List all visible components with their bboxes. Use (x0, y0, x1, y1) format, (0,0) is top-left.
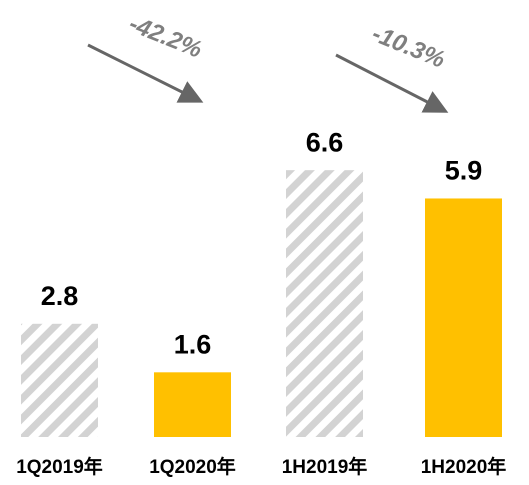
bar (154, 372, 231, 437)
annotation: -10.3% (368, 20, 449, 74)
x-tick-label: 1Q2019年 (16, 455, 103, 478)
annotation: -42.2% (125, 10, 206, 64)
value-label: 6.6 (306, 127, 344, 157)
bar (21, 323, 98, 437)
value-label: 1.6 (174, 329, 212, 359)
x-tick-label: 1Q2020年 (149, 455, 236, 478)
arrow (335, 53, 449, 113)
bar (425, 198, 502, 437)
value-label: 2.8 (41, 281, 79, 311)
value-label: 5.9 (445, 156, 483, 186)
arrow (87, 43, 204, 103)
bar (286, 170, 363, 437)
x-tick-label: 1H2019年 (282, 455, 368, 478)
x-tick-label: 1H2020年 (421, 455, 507, 478)
